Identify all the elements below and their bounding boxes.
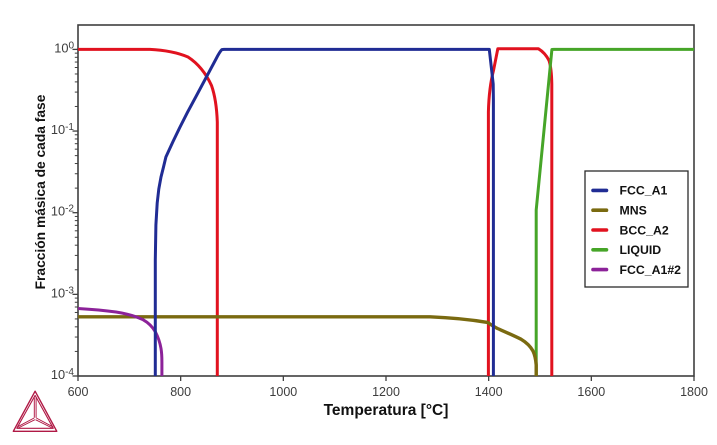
svg-text:LIQUID: LIQUID — [620, 243, 662, 257]
svg-text:Fracción másica de cada fase: Fracción másica de cada fase — [33, 94, 48, 289]
svg-text:10-3: 10-3 — [51, 285, 75, 300]
svg-text:1000: 1000 — [269, 385, 297, 399]
svg-text:1800: 1800 — [680, 385, 708, 399]
svg-text:MNS: MNS — [620, 204, 647, 218]
svg-text:1600: 1600 — [577, 385, 605, 399]
svg-text:10-1: 10-1 — [51, 122, 75, 137]
svg-text:10-2: 10-2 — [51, 204, 75, 219]
svg-text:10-4: 10-4 — [51, 367, 75, 382]
svg-text:BCC_A2: BCC_A2 — [620, 223, 669, 237]
svg-text:1200: 1200 — [372, 385, 400, 399]
svg-text:800: 800 — [170, 385, 191, 399]
svg-text:Temperatura [°C]: Temperatura [°C] — [324, 402, 449, 419]
svg-text:FCC_A1: FCC_A1 — [620, 184, 668, 198]
svg-text:100: 100 — [54, 40, 74, 55]
svg-text:1400: 1400 — [475, 385, 503, 399]
svg-text:FCC_A1#2: FCC_A1#2 — [620, 263, 682, 277]
svg-text:600: 600 — [68, 385, 89, 399]
